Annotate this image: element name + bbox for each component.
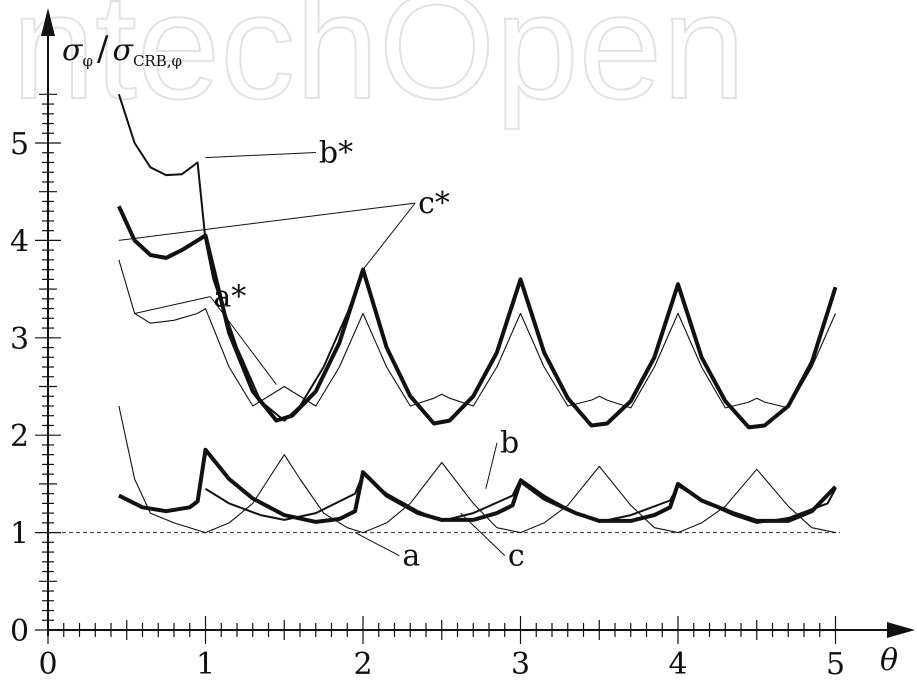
x-tick-label: 3 <box>511 647 530 680</box>
x-axis-title: θ <box>880 643 898 678</box>
x-axis-arrow <box>887 622 915 638</box>
curve-label-b: b <box>500 426 519 461</box>
x-tick-label: 1 <box>196 647 215 680</box>
x-tick-label: 2 <box>353 647 372 680</box>
y-tick-label: 5 <box>10 127 29 162</box>
curve-label-b-star: b* <box>319 135 353 170</box>
y-tick-label: 2 <box>10 419 29 454</box>
leader-line-c-star <box>118 202 416 241</box>
y-tick-label: 4 <box>10 224 29 259</box>
series-line-c <box>118 447 837 524</box>
series-line-b-star <box>117 93 364 422</box>
leader-line-b-star <box>205 151 316 159</box>
series-line-c-star <box>117 205 838 430</box>
x-tick-label: 0 <box>38 647 57 680</box>
y-axis-arrow <box>41 8 55 36</box>
leader-line-a <box>354 532 400 557</box>
series-line-a-star <box>118 259 837 409</box>
curve-label-c: c <box>508 539 525 574</box>
curve-annotations: b* c* a* b a c <box>118 135 525 574</box>
leader-line-c <box>460 512 506 557</box>
leader-line-c-star <box>362 202 416 270</box>
y-tick-label: 0 <box>10 614 29 649</box>
leader-line-b <box>485 442 498 489</box>
y-tick-label: 1 <box>10 517 29 552</box>
series-group <box>117 93 838 534</box>
curve-label-a-star: a* <box>213 280 246 315</box>
x-tick-label: 4 <box>668 647 687 680</box>
ticks: 0 1 2 3 4 5 0 1 2 3 4 5 <box>10 93 845 680</box>
leader-line-a-star <box>209 296 277 385</box>
y-tick-label: 3 <box>10 322 29 357</box>
series-line-a <box>118 405 836 534</box>
leader-line-a-star <box>134 296 211 314</box>
curve-label-c-star: c* <box>418 186 450 221</box>
curve-label-a: a <box>402 539 420 574</box>
x-tick-label: 5 <box>826 647 845 680</box>
y-axis-title: σφ / σCRB,φ <box>62 29 182 70</box>
